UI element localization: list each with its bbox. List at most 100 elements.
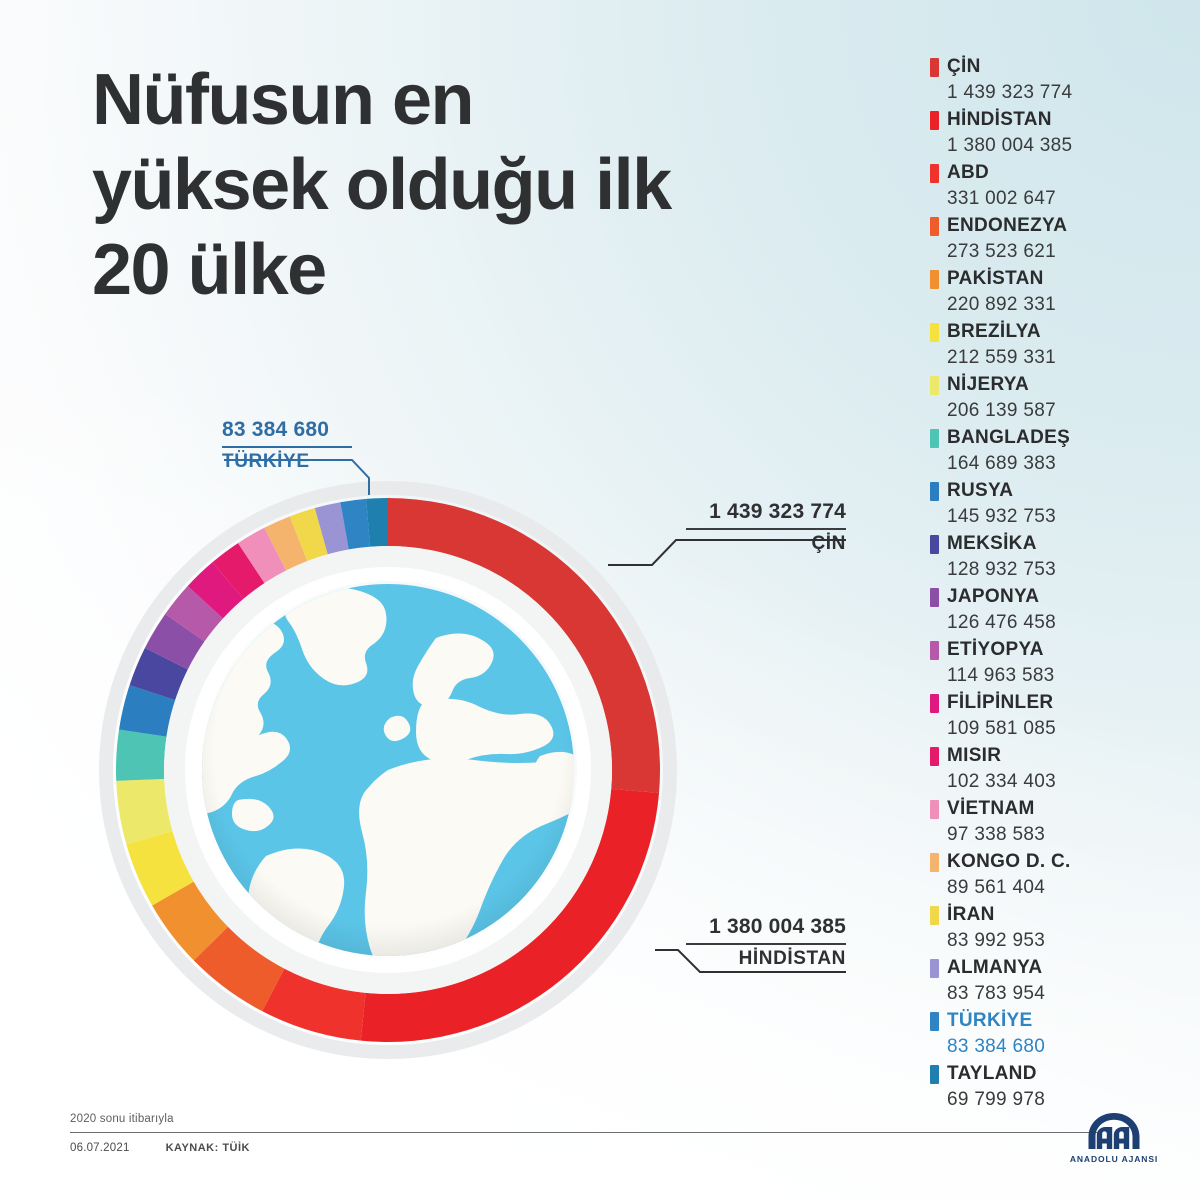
legend-item[interactable]: BREZİLYA 212 559 331 (930, 319, 1180, 371)
legend-item[interactable]: KONGO D. C. 89 561 404 (930, 849, 1180, 901)
legend-item[interactable]: İRAN 83 992 953 (930, 902, 1180, 954)
legend-swatch-icon (930, 746, 939, 766)
legend-item[interactable]: TAYLAND 69 799 978 (930, 1061, 1180, 1113)
callout-hindistan: 1 380 004 385 HİNDİSTAN (686, 915, 846, 970)
legend-swatch-icon (930, 428, 939, 448)
legend-swatch-icon (930, 587, 939, 607)
legend-country-label: HİNDİSTAN (947, 109, 1052, 130)
legend-swatch-icon (930, 269, 939, 289)
donut-slice[interactable] (314, 502, 349, 555)
legend-item[interactable]: HİNDİSTAN 1 380 004 385 (930, 107, 1180, 159)
legend-country-label: ENDONEZYA (947, 215, 1068, 236)
callout-cin-rule (686, 528, 846, 530)
donut-slice[interactable] (264, 516, 308, 571)
legend-item[interactable]: PAKİSTAN 220 892 331 (930, 266, 1180, 318)
donut-slice[interactable] (119, 685, 176, 737)
legend-country-label: JAPONYA (947, 586, 1040, 607)
donut-slice[interactable] (366, 498, 388, 547)
footer-date: 06.07.2021 (70, 1142, 130, 1154)
legend-item[interactable]: MEKSİKA 128 932 753 (930, 531, 1180, 583)
legend-swatch-icon (930, 852, 939, 872)
legend-name-row: TAYLAND (930, 1061, 1180, 1087)
anadolu-ajansi-logo: ANADOLU AJANSI (1056, 1110, 1172, 1164)
footer: 2020 sonu itibarıyla 06.07.2021 KAYNAK: … (70, 1113, 1130, 1154)
legend-population-value: 212 559 331 (947, 347, 1056, 368)
legend-population-value: 331 002 647 (947, 188, 1056, 209)
callout-hindistan-label: HİNDİSTAN (738, 948, 846, 969)
donut-slice[interactable] (289, 508, 328, 562)
legend-name-row: TÜRKİYE (930, 1008, 1180, 1034)
donut-chart-svg (99, 481, 677, 1059)
callout-turkiye-label: TÜRKİYE (222, 451, 310, 472)
inner-white-ring (185, 567, 591, 973)
callout-hindistan-rule (686, 943, 846, 945)
legend-population-value: 114 963 583 (947, 665, 1055, 686)
legend-name-row: ALMANYA (930, 955, 1180, 981)
legend-population-value: 89 561 404 (947, 877, 1046, 898)
legend-country-label: NİJERYA (947, 374, 1030, 395)
legend-swatch-icon (930, 905, 939, 925)
donut-slice[interactable] (144, 613, 205, 670)
legend-item[interactable]: JAPONYA 126 476 458 (930, 584, 1180, 636)
legend-item[interactable]: ENDONEZYA 273 523 621 (930, 213, 1180, 265)
donut-slice[interactable] (152, 881, 229, 961)
legend-population-value: 220 892 331 (947, 294, 1056, 315)
aa-logo-icon (1088, 1113, 1140, 1149)
donut-slice[interactable] (116, 778, 173, 845)
donut-slice[interactable] (238, 527, 287, 584)
donut-slice[interactable] (388, 498, 660, 793)
donut-slice[interactable] (212, 543, 265, 599)
legend-name-row: ÇİN (930, 54, 1180, 80)
legend-item[interactable]: FİLİPİNLER 109 581 085 (930, 690, 1180, 742)
legend-name-row: BANGLADEŞ (930, 425, 1180, 451)
legend-swatch-icon (930, 375, 939, 395)
leader-line-cin (608, 539, 846, 566)
donut-slice[interactable] (340, 498, 371, 550)
donut-slice[interactable] (165, 585, 224, 642)
title-line-1: Nüfusun en (92, 60, 474, 140)
donut-slice[interactable] (126, 831, 194, 906)
legend-item[interactable]: TÜRKİYE 83 384 680 (930, 1008, 1180, 1060)
legend-item[interactable]: ABD 331 002 647 (930, 160, 1180, 212)
legend-name-row: HİNDİSTAN (930, 107, 1180, 133)
legend-item[interactable]: MISIR 102 334 403 (930, 743, 1180, 795)
legend-swatch-icon (930, 1011, 939, 1031)
legend-name-row: NİJERYA (930, 372, 1180, 398)
legend-population-value: 69 799 978 (947, 1089, 1046, 1110)
donut-slice[interactable] (187, 562, 244, 619)
outer-shadow-ring (99, 481, 677, 1059)
legend-item[interactable]: ALMANYA 83 783 954 (930, 955, 1180, 1007)
legend-name-row: MISIR (930, 743, 1180, 769)
donut-slice[interactable] (129, 647, 188, 701)
legend-item[interactable]: ETİYOPYA 114 963 583 (930, 637, 1180, 689)
legend-population-value: 206 139 587 (947, 400, 1056, 421)
leader-line-hindistan (655, 949, 846, 973)
legend-swatch-icon (930, 1064, 939, 1084)
legend-country-label: ABD (947, 162, 990, 183)
legend-country-label: VİETNAM (947, 798, 1035, 819)
legend-country-label: PAKİSTAN (947, 268, 1044, 289)
legend-population-value: 109 581 085 (947, 718, 1056, 739)
legend-swatch-icon (930, 481, 939, 501)
legend-name-row: RUSYA (930, 478, 1180, 504)
ring-slices (116, 498, 660, 1042)
legend-swatch-icon (930, 534, 939, 554)
donut-slice[interactable] (193, 926, 285, 1012)
legend-swatch-icon (930, 57, 939, 77)
legend-item[interactable]: BANGLADEŞ 164 689 383 (930, 425, 1180, 477)
donut-slice[interactable] (116, 729, 167, 781)
legend-country-label: RUSYA (947, 480, 1014, 501)
legend-country-label: ÇİN (947, 56, 981, 77)
legend-swatch-icon (930, 163, 939, 183)
legend-country-label: ALMANYA (947, 957, 1043, 978)
donut-slice[interactable] (262, 968, 366, 1041)
legend-swatch-icon (930, 640, 939, 660)
legend-name-row: ETİYOPYA (930, 637, 1180, 663)
legend-item[interactable]: NİJERYA 206 139 587 (930, 372, 1180, 424)
legend-item[interactable]: ÇİN 1 439 323 774 (930, 54, 1180, 106)
legend-item[interactable]: VİETNAM 97 338 583 (930, 796, 1180, 848)
donut-slice[interactable] (360, 788, 660, 1042)
leader-line-turkiye (224, 459, 370, 495)
legend-item[interactable]: RUSYA 145 932 753 (930, 478, 1180, 530)
